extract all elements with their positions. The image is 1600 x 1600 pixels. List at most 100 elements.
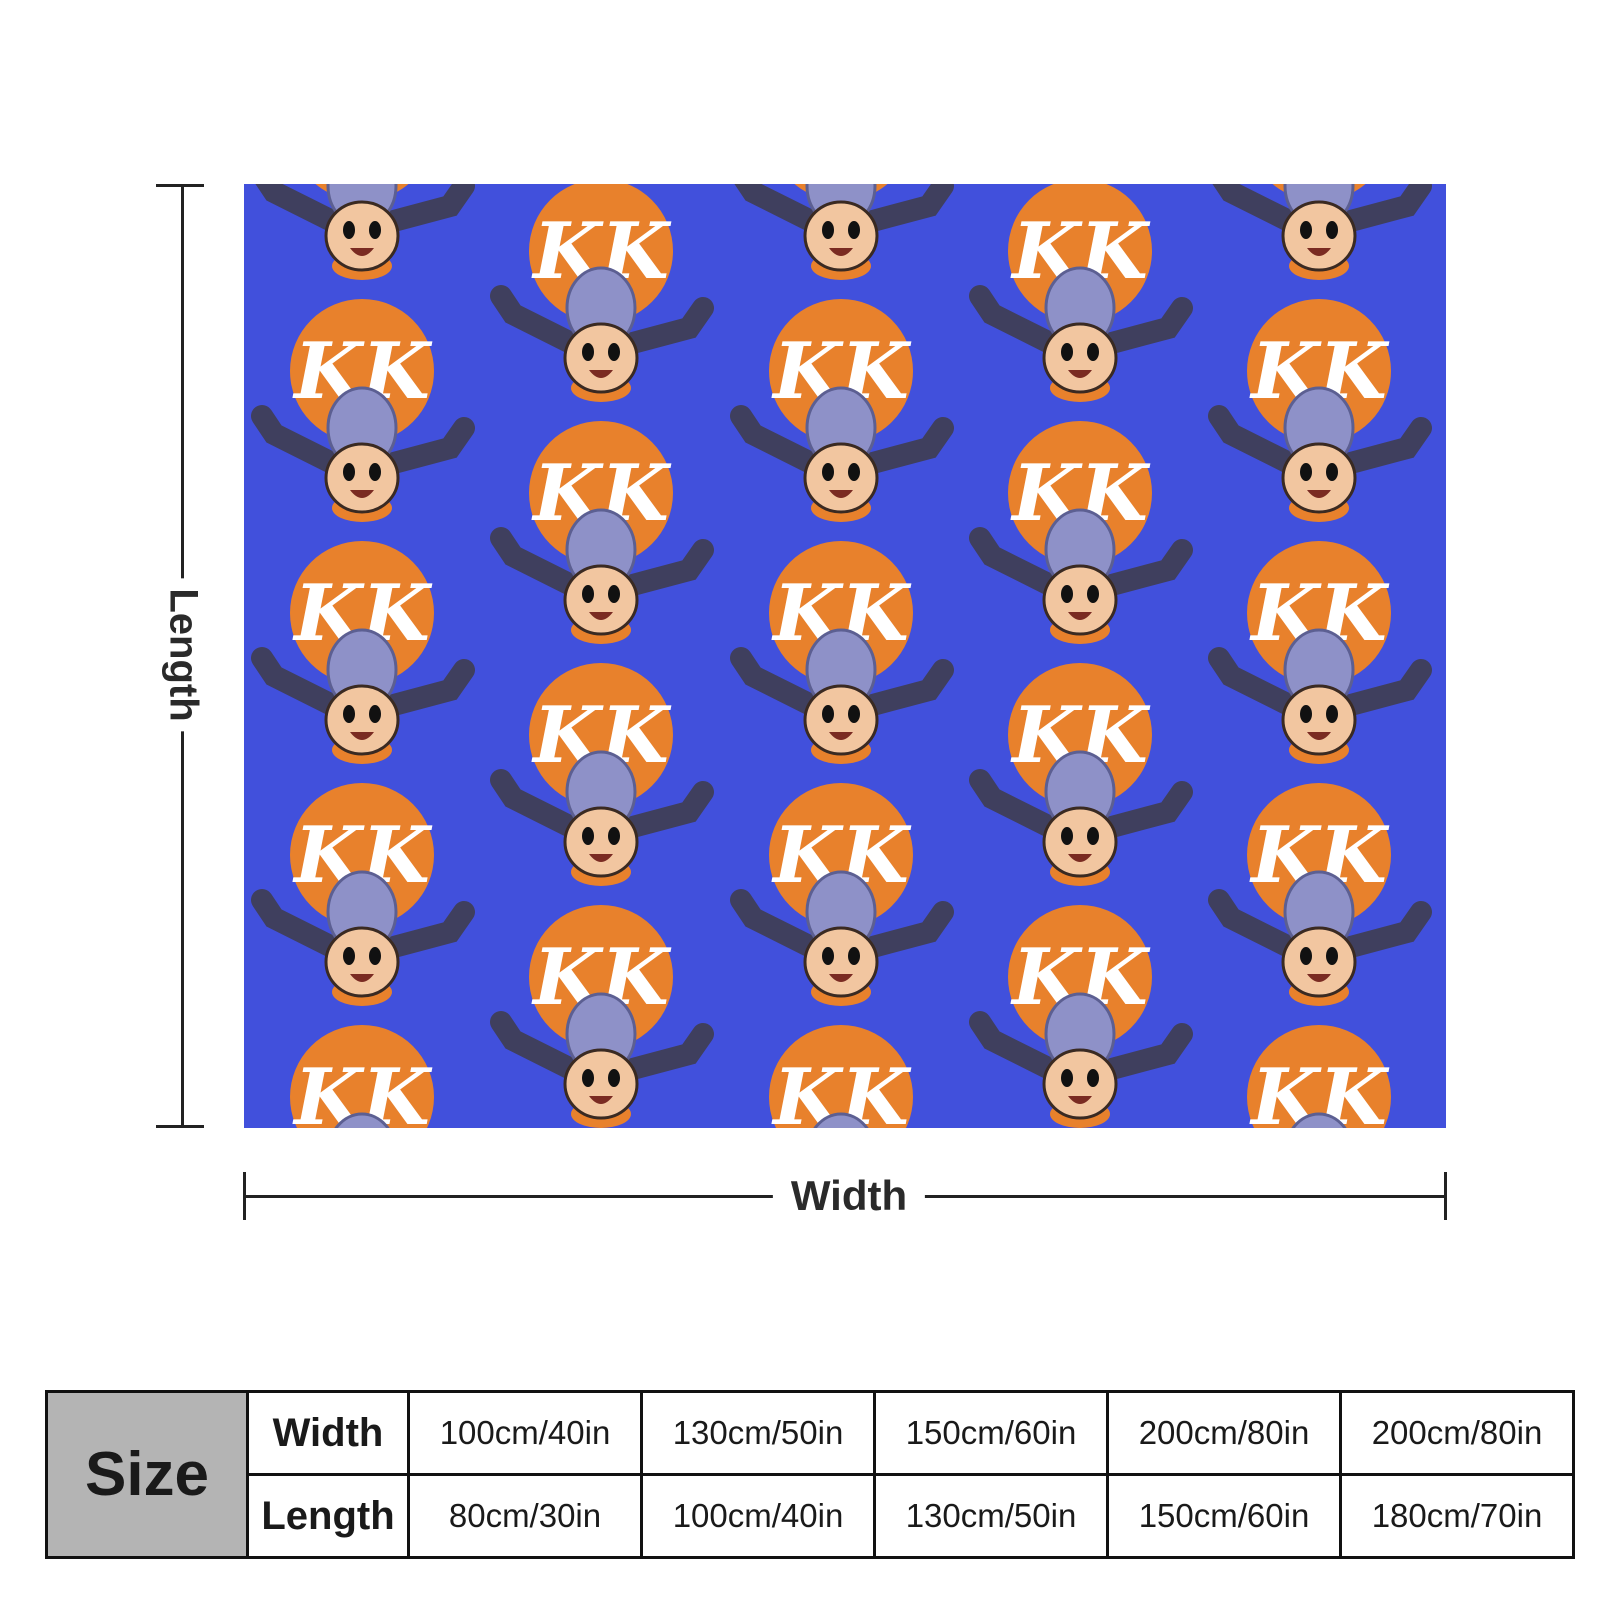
character-eye: [582, 1069, 594, 1087]
character-face: [324, 684, 400, 756]
character-right-arm: [379, 417, 475, 475]
character-eye: [1061, 827, 1073, 845]
length-value: 80cm/30in: [407, 1473, 643, 1559]
kk-motif: KK: [490, 184, 714, 402]
length-value: 130cm/50in: [873, 1473, 1109, 1559]
kk-motif: KK: [969, 184, 1193, 402]
character-eye: [1061, 343, 1073, 361]
width-value: 130cm/50in: [640, 1390, 876, 1476]
character-face: [1042, 1048, 1118, 1120]
character-left-arm: [1212, 184, 1302, 233]
character-eye: [582, 827, 594, 845]
kk-motif: KK: [490, 905, 714, 1128]
character-face: [1281, 926, 1357, 998]
character-face: [324, 926, 400, 998]
character-eye: [1061, 1069, 1073, 1087]
character-eye: [848, 705, 860, 723]
kk-badge-circle: [1247, 541, 1391, 685]
kk-motif: KK: [969, 421, 1193, 644]
character-mouth: [350, 248, 374, 256]
pattern-svg: KKKKKKKKKKKKKKKKKKKKKKKKKKKKKKKKKKKKKKKK…: [251, 184, 1432, 1128]
character-right-arm: [618, 539, 714, 597]
character-left-arm: [490, 527, 584, 597]
character-right-arm: [858, 184, 954, 233]
kk-motif: KK: [251, 783, 475, 1006]
character-eye: [1300, 947, 1312, 965]
kk-badge-circle: [1008, 184, 1152, 323]
kk-badge-circle: [769, 541, 913, 685]
character-face: [324, 200, 400, 272]
character-eye: [608, 827, 620, 845]
character-face: [803, 200, 879, 272]
character-left-arm: [730, 647, 824, 717]
character-left-arm: [251, 647, 345, 717]
character-left-arm: [730, 889, 824, 959]
character-face: [1042, 564, 1118, 636]
kk-motif: KK: [1208, 299, 1432, 522]
character-eye: [1087, 343, 1099, 361]
width-value: 100cm/40in: [407, 1390, 643, 1476]
kk-badge-circle: [1008, 421, 1152, 565]
length-value: 150cm/60in: [1106, 1473, 1342, 1559]
kk-motif: KK: [255, 184, 475, 280]
kk-motif: KK: [490, 421, 714, 644]
kk-motif: KK: [1208, 783, 1432, 1006]
character-right-arm: [618, 297, 714, 355]
kk-badge-circle: [769, 1025, 913, 1128]
kk-badge-circle: [1008, 905, 1152, 1049]
character-mouth: [1307, 490, 1331, 498]
character-mouth: [350, 732, 374, 740]
kk-badge-circle: [1247, 783, 1391, 927]
character-mouth: [829, 732, 853, 740]
kk-badge-circle: [529, 905, 673, 1049]
character-right-arm: [1336, 659, 1432, 717]
character-left-arm: [969, 1011, 1063, 1081]
character-right-arm: [1097, 297, 1193, 355]
character-eye: [1300, 705, 1312, 723]
width-value: 200cm/80in: [1106, 1390, 1342, 1476]
character-eye: [822, 705, 834, 723]
kk-badge-circle: [529, 184, 673, 323]
character-mouth: [589, 854, 613, 862]
character-right-arm: [379, 184, 475, 233]
kk-motif: KK: [490, 663, 714, 886]
size-row-width: Size Width 100cm/40in 130cm/50in 150cm/6…: [45, 1390, 1575, 1559]
kk-motif: KK: [730, 299, 954, 522]
blanket-pattern-image: KK KK KK KK KK KK KK KK KK KK KK KK KK KK KK KK KK KK KK KK…: [244, 184, 1446, 1128]
kk-motif: KK: [1247, 1025, 1391, 1128]
kk-motif: KK: [290, 1025, 434, 1128]
character-eye: [369, 705, 381, 723]
character-right-arm: [1097, 539, 1193, 597]
character-face: [1042, 806, 1118, 878]
character-right-arm: [1097, 1023, 1193, 1081]
character-eye: [1300, 463, 1312, 481]
character-right-arm: [1097, 781, 1193, 839]
character-right-arm: [1336, 417, 1432, 475]
character-mouth: [1068, 612, 1092, 620]
kk-badge-circle: [290, 541, 434, 685]
character-eye: [582, 343, 594, 361]
kk-badge-circle: [529, 421, 673, 565]
character-left-arm: [490, 285, 584, 355]
character-eye: [608, 1069, 620, 1087]
character-eye: [822, 947, 834, 965]
kk-badge-circle: [290, 1025, 434, 1128]
character-mouth: [829, 974, 853, 982]
kk-badge-circle: [1247, 299, 1391, 443]
character-eye: [369, 463, 381, 481]
character-eye: [343, 947, 355, 965]
kk-motif: KK: [734, 184, 954, 280]
character-mouth: [1068, 854, 1092, 862]
character-cap: [813, 1112, 869, 1128]
character-left-arm: [969, 769, 1063, 839]
character-left-arm: [1208, 405, 1302, 475]
character-left-arm: [969, 527, 1063, 597]
character-mouth: [350, 974, 374, 982]
character-mouth: [589, 612, 613, 620]
character-face: [803, 684, 879, 756]
character-eye: [1087, 585, 1099, 603]
character-right-arm: [379, 901, 475, 959]
width-row-header: Width: [246, 1390, 410, 1476]
character-eye: [1300, 221, 1312, 239]
character-left-arm: [251, 889, 345, 959]
